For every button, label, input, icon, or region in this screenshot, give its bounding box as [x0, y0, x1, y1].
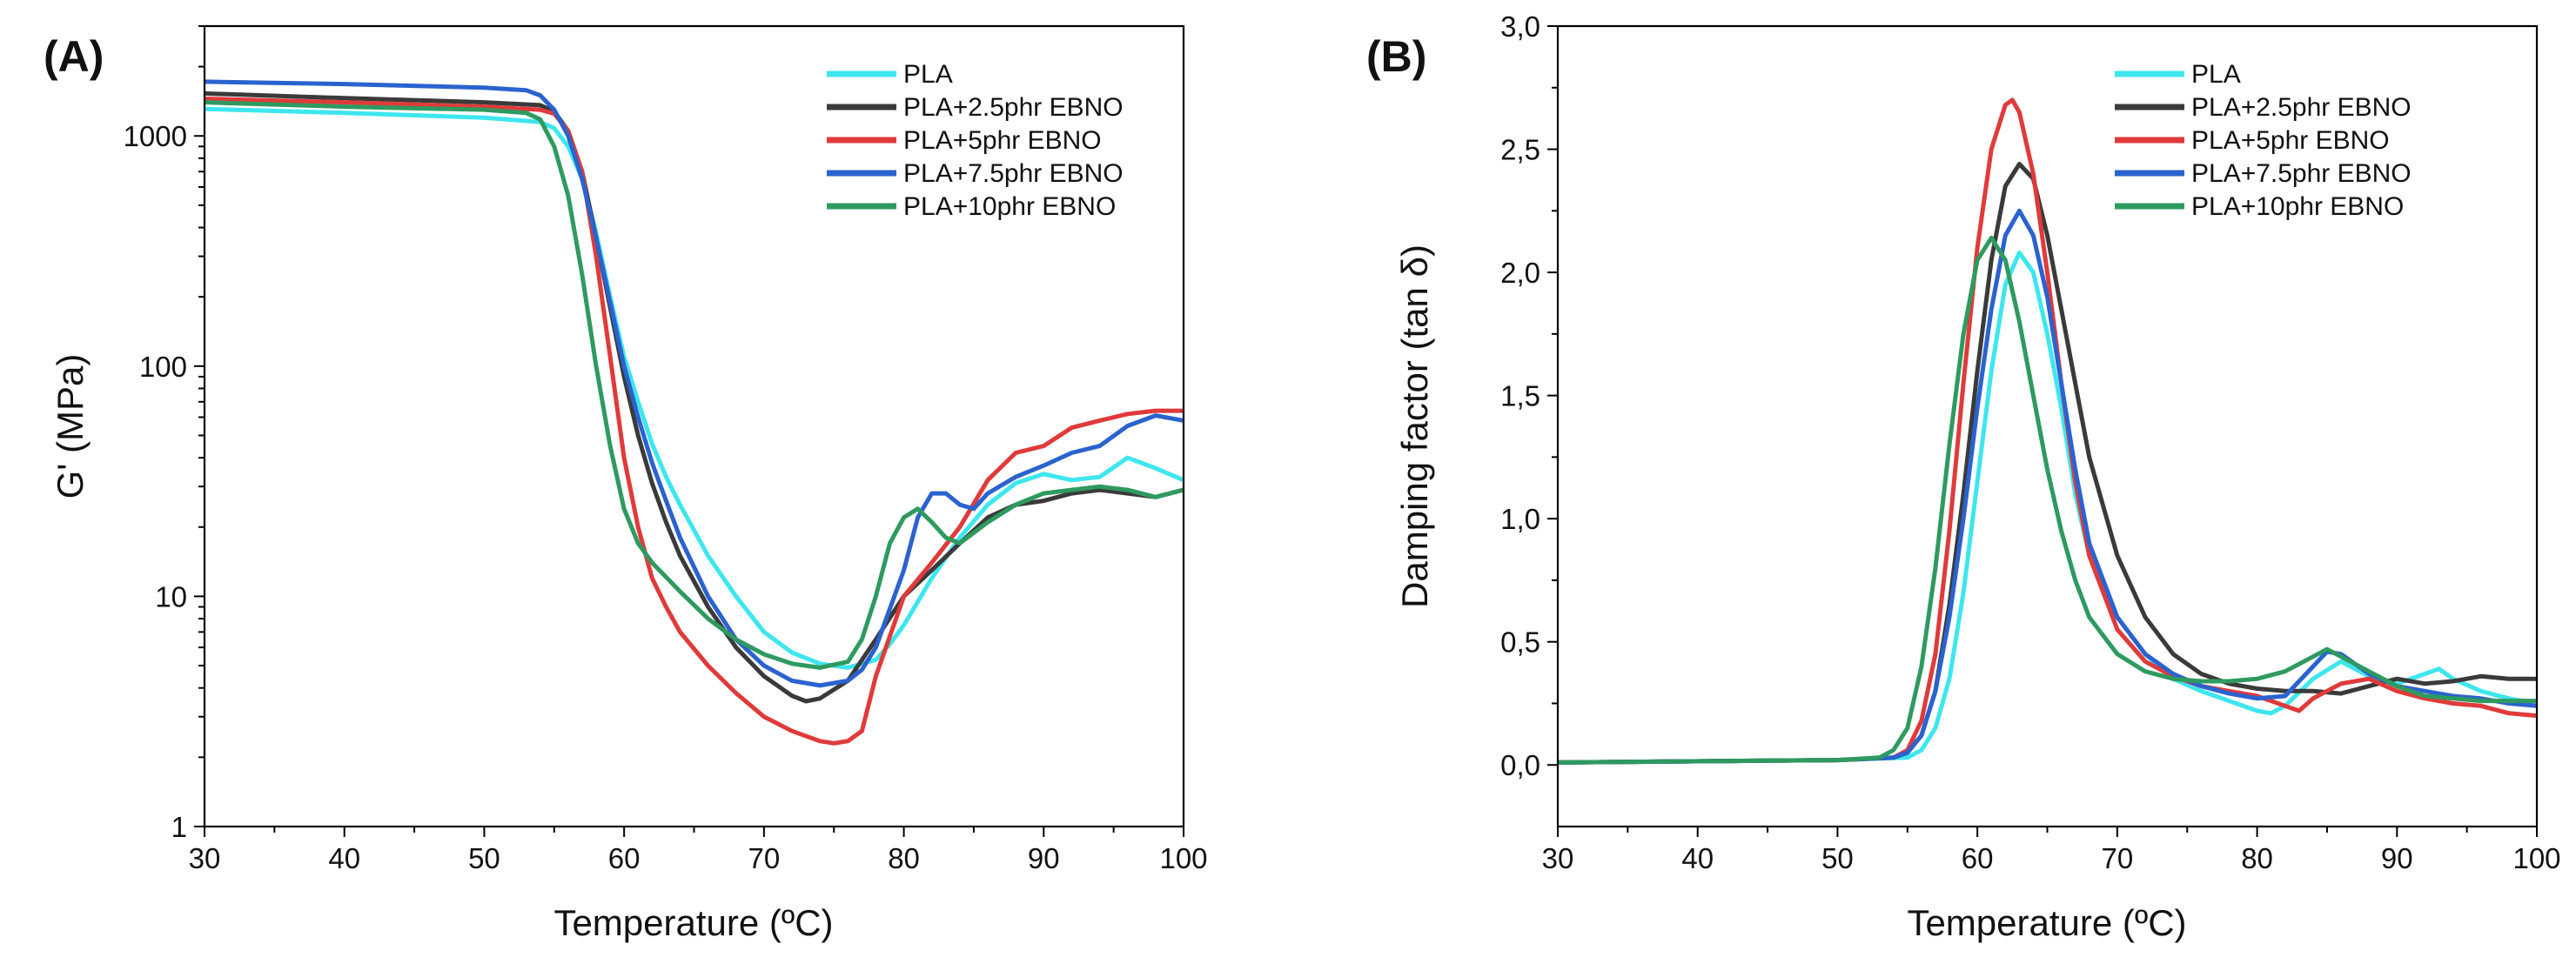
legend-label: PLA+2.5phr EBNO — [2191, 93, 2412, 122]
panel-b-chart: (B) 30 40 50 60 70 80 90 100 0,0 0,5 1,0 1,5 2,0 2,5… — [1366, 10, 2561, 943]
y-axis-title: G' (MPa) — [50, 354, 91, 499]
y-tick-label: 0,0 — [1500, 749, 1540, 781]
series-layer — [1558, 97, 2537, 765]
y-tick-label: 1 — [171, 811, 187, 843]
legend-label: PLA+10phr EBNO — [903, 192, 1116, 221]
x-tick-label: 90 — [2381, 842, 2413, 874]
x-tick-label: 60 — [608, 842, 641, 874]
y-tick-label: 2,0 — [1500, 257, 1540, 289]
panel-label: (B) — [1366, 32, 1426, 81]
y-tick-label: 3,0 — [1500, 10, 1540, 43]
y-tick-label: 1000 — [124, 120, 187, 152]
legend-label: PLA — [903, 60, 953, 89]
x-tick-label: 100 — [1159, 842, 1207, 874]
legend: PLA PLA+2.5phr EBNO PLA+5phr EBNO PLA+7.5ph… — [827, 60, 1124, 221]
legend-label: PLA+5phr EBNO — [903, 126, 1102, 155]
x-axis-title: Temperature (ºC) — [1907, 902, 2186, 943]
x-tick-label: 40 — [328, 842, 360, 874]
y-tick-label: 10 — [155, 580, 187, 613]
x-axis-title: Temperature (ºC) — [553, 902, 833, 943]
x-axis-ticks: 30 40 50 60 70 80 90 100 — [189, 827, 1208, 874]
legend-label: PLA+10phr EBNO — [2191, 192, 2404, 221]
series-layer — [205, 79, 1184, 746]
x-tick-label: 30 — [189, 842, 221, 874]
legend-label: PLA+5phr EBNO — [2191, 126, 2390, 155]
series-line — [205, 79, 1184, 688]
x-tick-label: 70 — [748, 842, 780, 874]
legend-label: PLA+2.5phr EBNO — [903, 93, 1124, 122]
y-axis-title: Damping factor (tan δ) — [1394, 244, 1435, 608]
panel-label: (A) — [44, 32, 104, 81]
x-tick-label: 60 — [1962, 842, 1994, 874]
x-tick-label: 100 — [2512, 842, 2560, 874]
y-axis-ticks: 1 10 100 1000 — [124, 25, 205, 843]
y-tick-label: 0,5 — [1500, 626, 1540, 659]
x-tick-label: 50 — [468, 842, 500, 874]
x-tick-label: 70 — [2101, 842, 2133, 874]
series-line — [205, 100, 1184, 670]
y-tick-label: 2,5 — [1500, 134, 1540, 166]
y-tick-label: 100 — [139, 351, 187, 383]
x-tick-label: 80 — [888, 842, 920, 874]
series-line — [1558, 97, 2537, 765]
x-tick-label: 50 — [1821, 842, 1854, 874]
x-tick-label: 30 — [1542, 842, 1574, 874]
x-axis-ticks: 30 40 50 60 70 80 90 100 — [1542, 827, 2561, 874]
legend: PLA PLA+2.5phr EBNO PLA+5phr EBNO PLA+7.5ph… — [2115, 60, 2412, 221]
legend-label: PLA — [2191, 60, 2241, 89]
y-tick-label: 1,5 — [1500, 380, 1540, 412]
plot-frame — [1556, 24, 2539, 828]
x-tick-label: 90 — [1028, 842, 1060, 874]
series-line — [1558, 235, 2537, 765]
x-tick-label: 40 — [1681, 842, 1714, 874]
y-axis-ticks: 0,0 0,5 1,0 1,5 2,0 2,5 3,0 — [1500, 10, 1558, 781]
y-tick-label: 1,0 — [1500, 503, 1540, 535]
legend-label: PLA+7.5phr EBNO — [903, 159, 1124, 188]
legend-label: PLA+7.5phr EBNO — [2191, 159, 2412, 188]
x-tick-label: 80 — [2241, 842, 2273, 874]
